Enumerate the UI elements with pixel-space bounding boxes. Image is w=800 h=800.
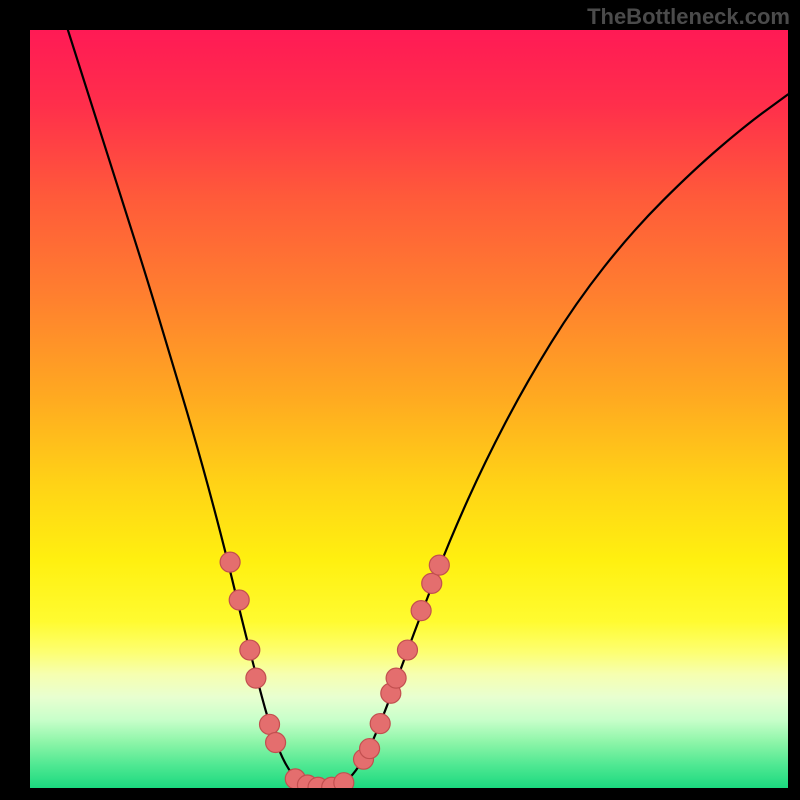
watermark-text: TheBottleneck.com bbox=[587, 4, 790, 30]
data-marker bbox=[386, 668, 406, 688]
data-marker bbox=[422, 573, 442, 593]
data-marker bbox=[429, 555, 449, 575]
data-marker bbox=[246, 668, 266, 688]
data-marker bbox=[360, 739, 380, 759]
data-marker bbox=[370, 714, 390, 734]
gradient-background bbox=[30, 30, 788, 788]
data-marker bbox=[229, 590, 249, 610]
data-marker bbox=[220, 552, 240, 572]
data-marker bbox=[397, 640, 417, 660]
data-marker bbox=[266, 733, 286, 753]
chart-svg bbox=[30, 30, 788, 788]
plot-area bbox=[30, 30, 788, 788]
data-marker bbox=[260, 714, 280, 734]
data-marker bbox=[411, 601, 431, 621]
data-marker bbox=[334, 773, 354, 788]
data-marker bbox=[240, 640, 260, 660]
